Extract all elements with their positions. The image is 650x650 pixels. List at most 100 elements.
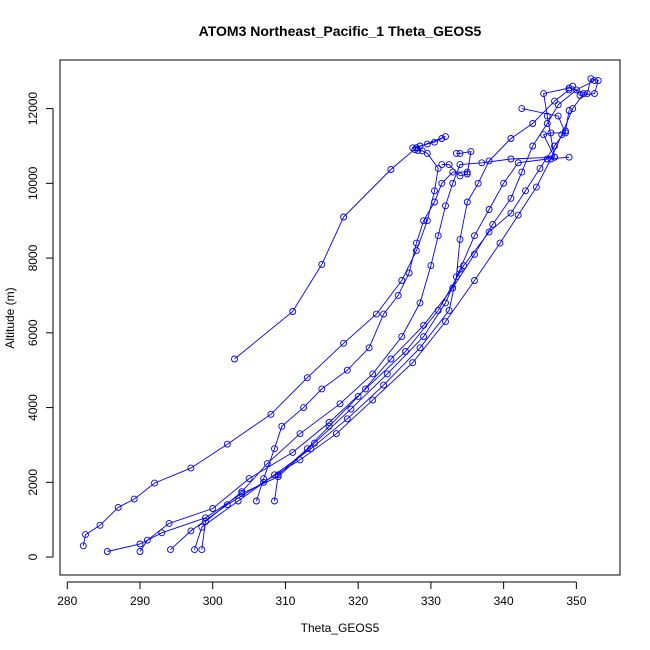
data-point xyxy=(554,101,562,109)
data-point xyxy=(463,168,471,176)
data-point xyxy=(576,92,584,99)
data-point xyxy=(414,146,422,154)
series-7 xyxy=(198,153,558,554)
data-point xyxy=(130,495,138,503)
data-point xyxy=(551,97,558,105)
data-point xyxy=(383,370,391,378)
data-point xyxy=(565,84,573,92)
x-tick-label: 290 xyxy=(130,594,150,608)
data-point xyxy=(187,464,195,472)
data-point xyxy=(514,211,522,219)
data-point xyxy=(547,155,555,163)
data-point xyxy=(445,306,453,314)
data-point xyxy=(456,172,464,180)
data-point xyxy=(405,269,413,277)
data-point xyxy=(518,105,526,113)
data-point xyxy=(434,164,442,172)
data-point xyxy=(434,232,442,240)
series-line xyxy=(234,147,417,360)
data-point xyxy=(387,355,395,363)
data-point xyxy=(518,168,526,176)
data-point xyxy=(151,479,158,487)
data-point xyxy=(583,90,591,98)
data-point xyxy=(343,366,351,374)
data-point xyxy=(380,381,388,389)
data-point xyxy=(442,133,449,141)
data-point xyxy=(569,82,577,90)
data-point xyxy=(303,374,311,382)
data-point xyxy=(143,536,151,544)
series-4 xyxy=(136,107,573,555)
y-tick-label: 4000 xyxy=(26,394,40,421)
data-point xyxy=(252,497,260,505)
data-point xyxy=(325,419,333,426)
data-point xyxy=(318,260,326,268)
chart-title: ATOM3 Northeast_Pacific_1 Theta_GEOS5 xyxy=(199,23,482,39)
data-point xyxy=(387,166,395,173)
data-point xyxy=(485,206,493,213)
data-point xyxy=(209,505,217,512)
data-point xyxy=(562,127,569,135)
data-point xyxy=(431,187,438,195)
data-point xyxy=(565,153,573,161)
series-layer xyxy=(79,75,602,555)
data-point xyxy=(347,405,355,413)
x-tick-label: 280 xyxy=(57,594,77,608)
data-point xyxy=(471,232,478,240)
data-point xyxy=(529,120,537,127)
data-point xyxy=(318,385,326,393)
series-line xyxy=(255,171,468,502)
data-point xyxy=(380,310,388,318)
data-point xyxy=(452,149,460,157)
data-point xyxy=(234,497,242,505)
data-point xyxy=(271,497,278,505)
y-axis-label: Altitude (m) xyxy=(3,287,17,348)
data-point xyxy=(489,220,497,228)
data-point xyxy=(594,77,602,85)
data-point xyxy=(231,355,238,363)
data-point xyxy=(431,138,438,146)
data-point xyxy=(507,135,515,142)
data-point xyxy=(340,339,348,347)
data-point xyxy=(438,135,446,142)
data-point xyxy=(223,440,231,448)
x-tick-label: 310 xyxy=(275,594,295,608)
data-point xyxy=(198,546,206,554)
data-point xyxy=(554,112,562,120)
data-point xyxy=(267,410,275,418)
data-point xyxy=(423,217,431,225)
data-point xyxy=(591,90,598,98)
data-point xyxy=(532,183,540,191)
data-point xyxy=(463,170,471,178)
data-point xyxy=(540,131,548,139)
data-point xyxy=(325,422,333,430)
series-5 xyxy=(167,90,588,554)
data-point xyxy=(572,86,580,94)
data-point xyxy=(411,146,419,154)
data-point xyxy=(412,247,420,255)
data-point xyxy=(558,131,566,139)
data-point xyxy=(551,142,558,150)
data-point xyxy=(271,471,278,479)
data-point xyxy=(587,75,595,83)
data-point xyxy=(467,148,475,156)
data-point xyxy=(223,501,231,509)
data-point xyxy=(438,179,446,187)
data-point xyxy=(202,518,209,526)
series-line xyxy=(201,156,555,550)
series-8 xyxy=(252,168,471,505)
data-point xyxy=(278,422,286,430)
data-point xyxy=(365,344,373,352)
data-point xyxy=(354,392,362,400)
series-12 xyxy=(518,75,602,161)
data-point xyxy=(431,198,438,206)
series-line xyxy=(170,93,584,550)
series-line xyxy=(194,89,570,550)
x-tick-label: 350 xyxy=(566,594,586,608)
data-point xyxy=(565,86,573,94)
data-point xyxy=(398,333,406,341)
data-point xyxy=(562,129,569,137)
data-point xyxy=(543,120,551,127)
data-point xyxy=(547,129,555,137)
data-point xyxy=(522,187,529,195)
